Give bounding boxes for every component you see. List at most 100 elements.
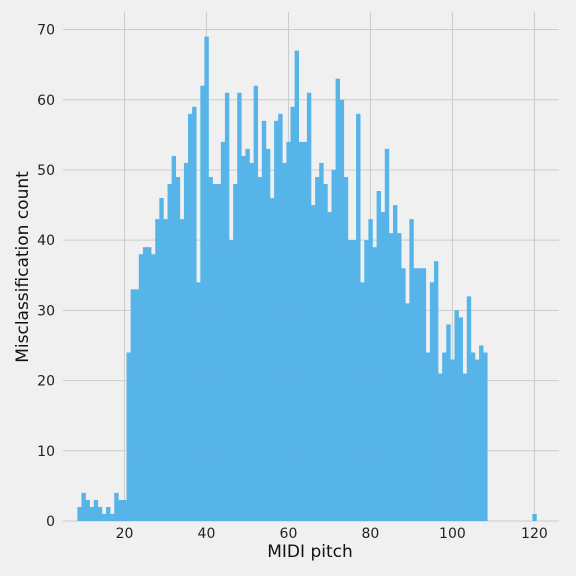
histogram-bar: [175, 176, 181, 521]
histogram-bar: [286, 141, 291, 521]
histogram-bar: [401, 268, 406, 521]
histogram-bar: [351, 240, 357, 521]
histogram-bar: [122, 499, 127, 521]
histogram-bar: [319, 162, 324, 521]
histogram-bar: [101, 513, 107, 521]
histogram-bar: [343, 176, 349, 521]
x-tick-label: 20: [116, 526, 134, 542]
histogram-bar: [138, 254, 144, 521]
histogram-bar: [93, 499, 99, 521]
histogram-bar: [405, 303, 410, 521]
x-axis-label: MIDI pitch: [267, 542, 353, 562]
histogram-bar: [421, 268, 427, 521]
histogram-bar: [97, 506, 103, 521]
bars: [77, 36, 537, 522]
histogram-bar: [347, 240, 353, 521]
histogram-bar: [290, 106, 295, 522]
histogram-bar: [183, 162, 189, 521]
histogram-bar: [368, 219, 373, 521]
y-tick-label: 20: [37, 374, 55, 390]
histogram-bar: [384, 148, 390, 521]
histogram-bar: [270, 198, 275, 521]
y-tick-label: 70: [37, 23, 55, 39]
histogram-bar: [216, 184, 222, 521]
histogram-bar: [114, 492, 119, 521]
histogram-bar: [335, 78, 340, 522]
histogram-bar: [298, 141, 304, 521]
histogram-bar: [458, 317, 463, 521]
histogram-bar: [483, 352, 488, 521]
histogram-bar: [241, 155, 246, 521]
histogram-bar: [253, 85, 259, 522]
histogram-bar: [167, 184, 172, 521]
histogram-bar: [331, 169, 336, 521]
tick-labels: 0 10 20 30 40 50 60 70 20 40 60 80 100 120: [37, 23, 548, 542]
histogram-bar: [106, 506, 111, 521]
y-tick-label: 40: [37, 233, 55, 249]
histogram-bar: [282, 162, 287, 521]
histogram-bar: [126, 352, 131, 521]
histogram-bar: [208, 176, 213, 521]
histogram-bar: [376, 191, 381, 521]
histogram-bar: [142, 247, 148, 521]
histogram-bar: [188, 113, 193, 522]
y-tick-label: 10: [37, 444, 55, 460]
histogram-bar: [229, 240, 234, 521]
x-tick-label: 60: [280, 526, 298, 542]
histogram-bar: [372, 247, 377, 521]
histogram-bar: [171, 155, 177, 521]
histogram-bar: [274, 120, 279, 522]
histogram-bar: [261, 120, 267, 522]
histogram-bar: [110, 513, 115, 521]
y-tick-label: 50: [37, 163, 55, 179]
histogram-bar: [220, 141, 226, 521]
histogram-bar: [364, 240, 369, 521]
histogram-bar: [233, 184, 238, 521]
histogram-bar: [466, 296, 472, 521]
histogram-bar: [265, 148, 271, 521]
histogram-bar: [470, 352, 476, 521]
x-tick-label: 40: [198, 526, 216, 542]
histogram-bar: [454, 310, 459, 521]
x-tick-label: 100: [439, 526, 466, 542]
histogram-bar: [237, 92, 242, 522]
x-tick-label: 80: [362, 526, 380, 542]
histogram-bar: [479, 345, 484, 521]
histogram-bar: [446, 324, 451, 521]
histogram-bar: [302, 141, 308, 521]
histogram-bar: [438, 373, 443, 521]
histogram-bar: [257, 176, 263, 521]
histogram-bar: [118, 499, 123, 521]
histogram-bar: [442, 352, 447, 521]
histogram-bar: [425, 352, 431, 521]
histogram-bar: [306, 92, 312, 522]
histogram-bar: [360, 282, 365, 521]
histogram-bar: [85, 499, 90, 521]
y-tick-label: 0: [46, 514, 55, 530]
histogram-bar: [192, 106, 197, 522]
histogram-bar: [278, 113, 283, 522]
histogram-bar: [409, 219, 414, 521]
histogram-bar: [327, 212, 332, 521]
histogram-bar: [147, 247, 152, 521]
histogram-bar: [159, 198, 164, 521]
histogram-bar: [429, 282, 435, 521]
histogram-bar: [179, 219, 185, 521]
y-tick-label: 60: [37, 93, 55, 109]
histogram-bar: [163, 219, 168, 521]
histogram-bar: [224, 92, 230, 522]
histogram-bar: [151, 254, 156, 521]
histogram-bar: [155, 219, 160, 521]
histogram-bar: [134, 289, 140, 521]
histogram-bar: [315, 176, 320, 521]
histogram-bar: [356, 113, 361, 522]
histogram-bar: [204, 36, 209, 521]
histogram-bar: [397, 233, 402, 521]
x-tick-label: 120: [521, 526, 548, 542]
histogram-bar: [413, 268, 418, 521]
histogram-bar: [339, 99, 345, 522]
histogram-bar: [249, 162, 254, 521]
histogram-bar: [245, 148, 250, 521]
histogram-bar: [392, 205, 398, 521]
